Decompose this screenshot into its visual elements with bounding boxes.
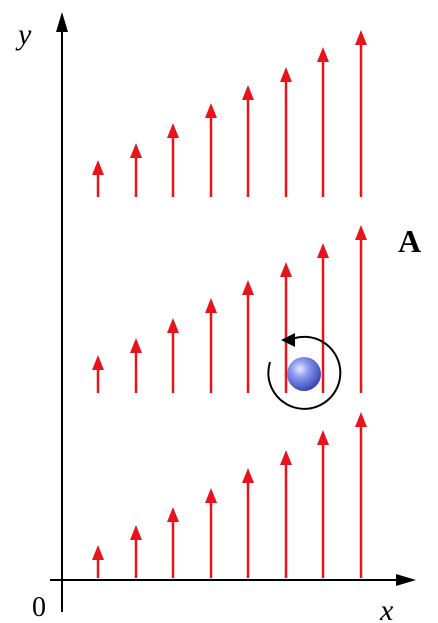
field-arrow-head [280,67,292,82]
region-label: A [398,223,421,259]
field-arrow-head [280,262,292,277]
origin-label: 0 [32,592,46,623]
diagram: y x 0 A [0,0,438,623]
y-axis-label: y [15,18,32,51]
field-arrow-head [205,488,217,503]
ball [287,357,321,391]
field-arrow-head [280,450,292,465]
field-arrow-head [130,338,142,353]
field-arrow-head [355,30,367,45]
field-arrow-head [205,103,217,118]
field-arrow-head [92,355,104,370]
field-arrow-head [317,47,329,62]
field-arrow-head [92,545,104,560]
field-arrow-head [317,430,329,445]
rotation-arrowhead [281,333,295,347]
page: y x 0 A (() => { const data = JSON.parse… [0,0,438,623]
field-arrow-head [167,123,179,138]
field-arrow-head [242,85,254,100]
x-axis-label: x [379,594,394,623]
field-arrow-head [130,525,142,540]
field-arrow-head [242,468,254,483]
field-arrow-head [167,507,179,522]
field-arrow-head [317,243,329,258]
field-arrow-head [167,318,179,333]
field-arrow-head [355,225,367,240]
field-arrow-head [355,412,367,427]
field-arrow-head [92,160,104,175]
y-axis-arrowhead [56,12,68,32]
field-arrows [92,30,367,578]
field-arrow-head [130,143,142,158]
x-axis-arrowhead [396,574,416,586]
field-arrow-head [205,298,217,313]
field-arrow-head [242,280,254,295]
